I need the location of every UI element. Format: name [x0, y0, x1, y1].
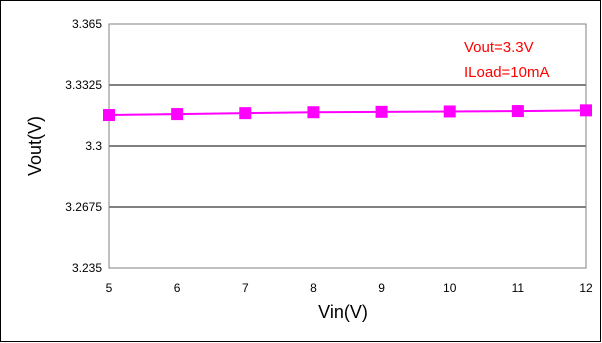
x-tick-label: 11	[512, 281, 525, 295]
y-tick-label: 3.235	[72, 261, 102, 275]
grid-layer	[109, 84, 586, 208]
x-tick-label: 8	[310, 281, 317, 295]
x-tick-label: 5	[106, 281, 113, 295]
x-tick-label: 6	[174, 281, 181, 295]
data-point-marker	[511, 105, 524, 118]
annotation-vout: Vout=3.3V	[464, 39, 534, 56]
data-point-marker	[307, 106, 320, 119]
x-tick-label: 7	[242, 281, 249, 295]
data-point-marker	[239, 107, 252, 120]
y-tick-label: 3.3	[85, 139, 102, 153]
y-axis-title: Vout(V)	[25, 116, 45, 176]
x-tick-label: 12	[579, 281, 593, 295]
data-point-marker	[580, 104, 592, 117]
x-tick-label: 10	[443, 281, 457, 295]
annotation-iload: ILoad=10mA	[464, 64, 549, 81]
x-axis-title: Vin(V)	[318, 302, 368, 322]
x-tick-label: 9	[378, 281, 385, 295]
y-tick-label: 3.2675	[65, 200, 102, 214]
y-tick-label: 3.3325	[65, 78, 102, 92]
data-point-marker	[375, 105, 388, 118]
series-layer	[103, 104, 592, 122]
series-line	[108, 109, 587, 117]
tick-layer: 3.235 3.2675 3.3 3.3325 3.365 5 6 7 8 9 10 11 12	[65, 17, 593, 295]
plot-area	[108, 23, 587, 269]
data-point-marker	[103, 109, 115, 122]
data-point-marker	[171, 108, 184, 121]
data-point-marker	[443, 105, 456, 118]
y-tick-label: 3.365	[72, 17, 102, 31]
